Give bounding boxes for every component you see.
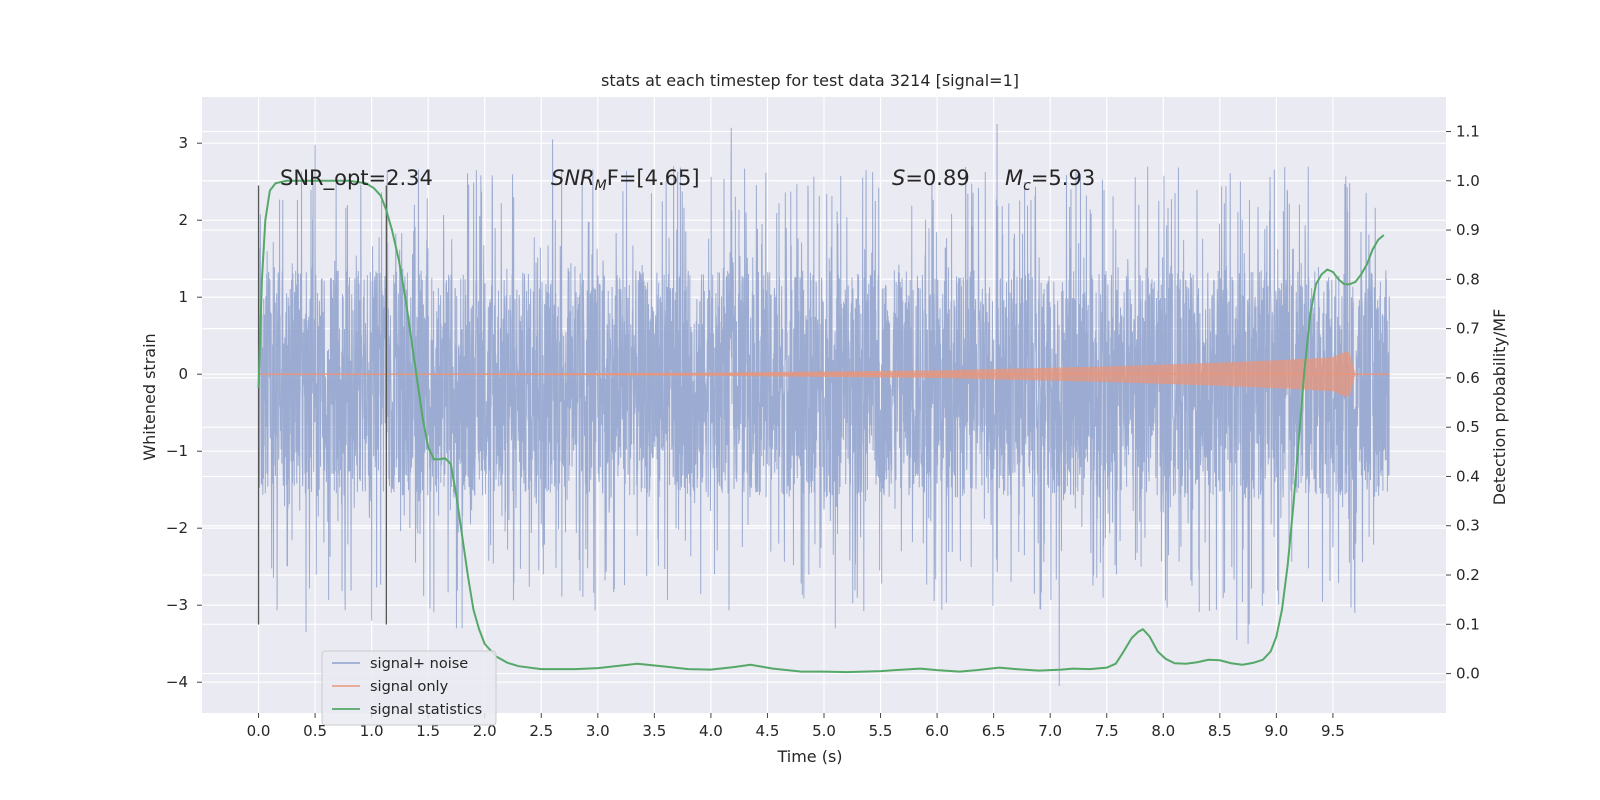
series-signal-statistics (257, 179, 1385, 674)
y-right-tick-label: 1.0 (1456, 172, 1480, 190)
annotation-snr-opt: SNR_opt=2.34 (280, 166, 433, 191)
y-right-tick-label: 0.3 (1456, 517, 1480, 535)
x-tick-label: 6.5 (982, 722, 1006, 740)
y-tick-label: −2 (166, 519, 188, 537)
annotation-mc-sub: c (1023, 178, 1031, 194)
y-axis-label: Whitened strain (140, 333, 159, 460)
y-tick-label: 1 (178, 288, 188, 306)
y-right-tick-label: 0.2 (1456, 566, 1480, 584)
vertical-markers (257, 185, 387, 625)
annotation-snr-mf-name: SNR (551, 166, 595, 190)
x-tick-label: 3.5 (642, 722, 666, 740)
x-tick-label: 6.0 (925, 722, 949, 740)
x-axis-label: Time (s) (776, 747, 842, 766)
series-signal-only (258, 351, 1390, 397)
annotation-snr-mf-rest: F=[4.65] (607, 166, 700, 190)
x-tick-label: 9.5 (1321, 722, 1345, 740)
x-tick-label: 2.5 (529, 722, 553, 740)
legend: signal+ noise signal only signal statist… (321, 650, 497, 726)
y-right-tick-label: 0.5 (1456, 418, 1480, 436)
y-tick-label: 3 (178, 134, 188, 152)
x-tick-label: 8.0 (1151, 722, 1175, 740)
x-tick-label: 2.0 (473, 722, 497, 740)
y-right-tick-label: 0.7 (1456, 320, 1480, 338)
y-tick-label: −4 (166, 673, 188, 691)
legend-label-signal-noise: signal+ noise (370, 656, 468, 672)
x-tick-label: 8.5 (1208, 722, 1232, 740)
annotation-s: S=0.89 (892, 166, 970, 190)
y-right-tick-label: 0.9 (1456, 221, 1480, 239)
noise-trace (258, 123, 1390, 687)
y-right-tick-label: 0.8 (1456, 270, 1480, 288)
x-tick-label: 3.0 (586, 722, 610, 740)
y-axis-right-label: Detection probability/MF (1490, 309, 1509, 506)
x-tick-label: 9.0 (1264, 722, 1288, 740)
y-tick-label: 2 (178, 211, 188, 229)
y-right-tick-label: 1.1 (1456, 122, 1480, 140)
annotation-s-value: =0.89 (905, 166, 969, 190)
x-tick-label: 5.0 (812, 722, 836, 740)
y-tick-label: 0 (178, 365, 188, 383)
annotation-mc-value: =5.93 (1031, 166, 1095, 190)
y-tick-label: −1 (166, 442, 188, 460)
legend-label-signal-statistics: signal statistics (370, 702, 482, 718)
annotation-mc-name: M (1005, 166, 1023, 190)
y-right-tick-label: 0.6 (1456, 369, 1480, 387)
y-right-tick-label: 0.1 (1456, 615, 1480, 633)
legend-label-signal-only: signal only (370, 679, 449, 695)
annotation-s-name: S (892, 166, 905, 190)
annotation-snr-mf-sub: M (595, 178, 607, 194)
annotation-snr-mf: SNRMF=[4.65] (551, 166, 700, 194)
statistics-line (257, 179, 1385, 674)
chart-title: stats at each timestep for test data 321… (601, 71, 1019, 90)
tick-labels: 0.0 0.5 1.0 1.5 2.0 2.5 3.0 3.5 4.0 4.5 5.0 5.5 6.0 6… (166, 122, 1480, 740)
x-tick-label: 0.0 (247, 722, 271, 740)
x-tick-label: 5.5 (869, 722, 893, 740)
x-tick-label: 1.0 (360, 722, 384, 740)
annotation-mc: Mc=5.93 (1005, 166, 1095, 194)
x-tick-label: 0.5 (303, 722, 327, 740)
x-tick-label: 4.5 (756, 722, 780, 740)
legend-box (321, 650, 497, 726)
y-tick-label: −3 (166, 596, 188, 614)
series-signal-noise (258, 123, 1390, 687)
x-tick-label: 7.0 (1038, 722, 1062, 740)
x-tick-label: 4.0 (699, 722, 723, 740)
x-tick-label: 1.5 (416, 722, 440, 740)
x-tick-label: 7.5 (1095, 722, 1119, 740)
y-right-tick-label: 0.4 (1456, 467, 1480, 485)
y-right-tick-label: 0.0 (1456, 665, 1480, 683)
